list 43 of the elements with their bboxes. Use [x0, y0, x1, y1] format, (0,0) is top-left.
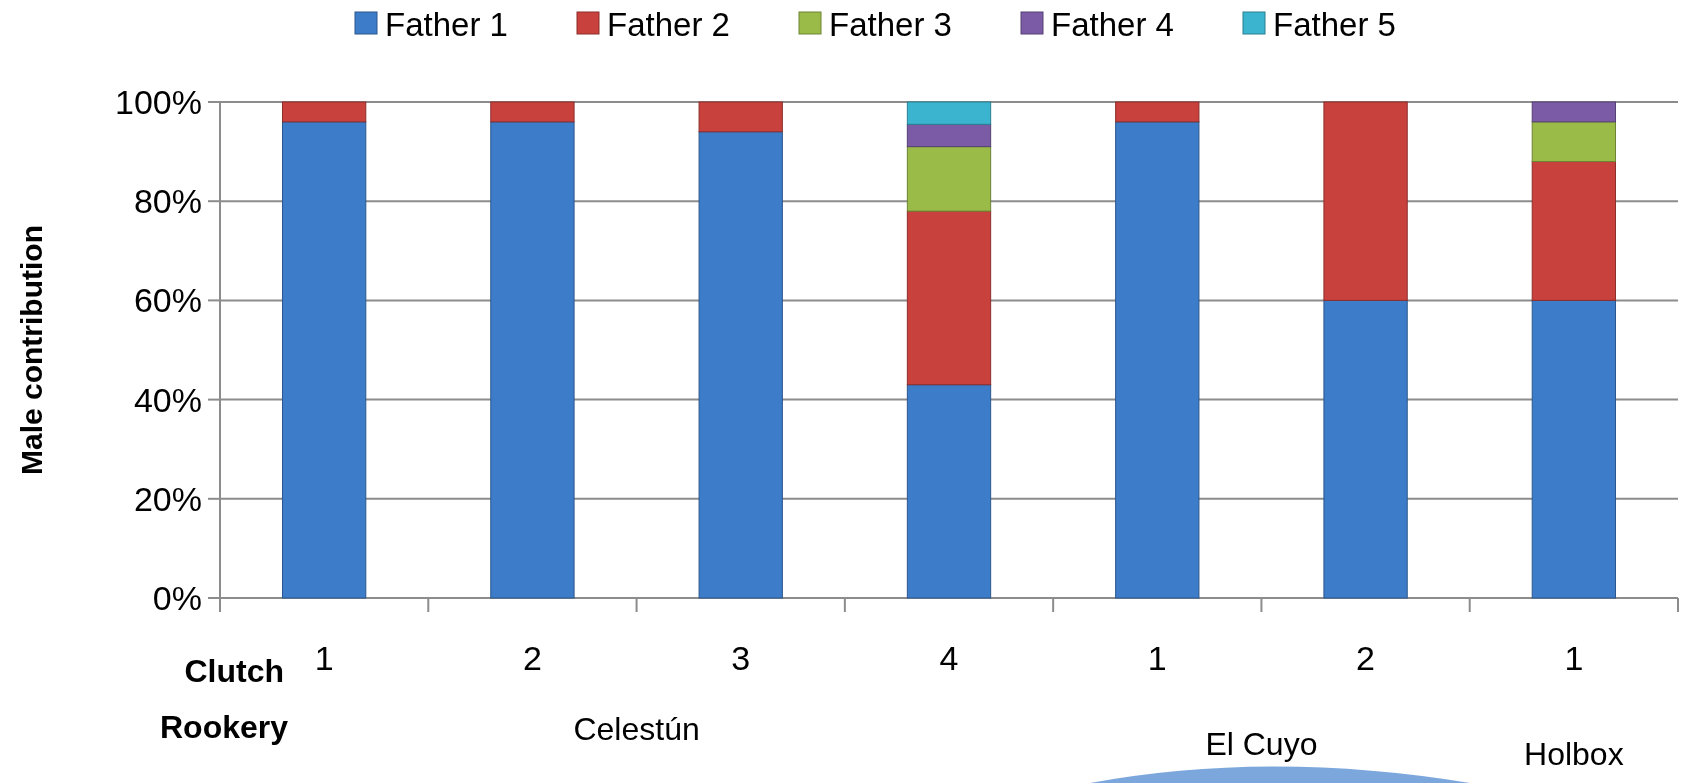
y-tick-label: 20% — [133, 479, 202, 518]
legend-label: Father 2 — [607, 5, 730, 43]
bar — [281, 121, 367, 599]
bar — [1323, 101, 1408, 301]
x-tick-label: 1 — [314, 639, 334, 677]
text: Clutch — [184, 653, 284, 689]
y-tick-label: 100% — [115, 82, 202, 121]
text: Celestún — [573, 711, 700, 747]
y-tick-label: 0% — [152, 578, 202, 617]
bar — [1531, 299, 1617, 599]
bar — [906, 210, 992, 386]
legend-label: Father 5 — [1273, 5, 1396, 43]
bar — [906, 146, 992, 212]
legend-label: Father 4 — [1051, 5, 1174, 43]
y-axis-title: Male contribution — [15, 225, 48, 475]
x-tick-label: 1 — [1147, 639, 1167, 677]
x-tick-label: 2 — [522, 639, 542, 677]
bar — [490, 101, 575, 123]
legend-label: Father 1 — [385, 5, 508, 43]
bar — [906, 101, 992, 125]
x-tick-label: 4 — [939, 639, 959, 677]
y-tick-label: 40% — [133, 380, 202, 419]
text: El Cuyo — [1205, 726, 1318, 762]
bar — [1115, 121, 1200, 599]
x-tick-label: 1 — [1564, 639, 1584, 677]
bar — [698, 101, 783, 133]
bar — [281, 101, 367, 123]
bar — [906, 123, 992, 148]
bar — [1323, 299, 1408, 599]
y-tick-label: 60% — [133, 281, 202, 320]
y-tick-label: 80% — [133, 182, 202, 221]
bar — [490, 121, 575, 599]
bar — [1115, 101, 1200, 123]
x-tick-label: 3 — [731, 639, 751, 677]
bar — [1531, 121, 1617, 163]
text: Rookery — [159, 709, 289, 745]
bar — [698, 131, 783, 599]
bar — [906, 384, 992, 599]
x-tick-label: 2 — [1356, 639, 1376, 677]
legend-label: Father 3 — [829, 5, 952, 43]
text: Holbox — [1524, 736, 1624, 772]
bar — [1531, 161, 1617, 301]
bar — [1531, 101, 1617, 123]
